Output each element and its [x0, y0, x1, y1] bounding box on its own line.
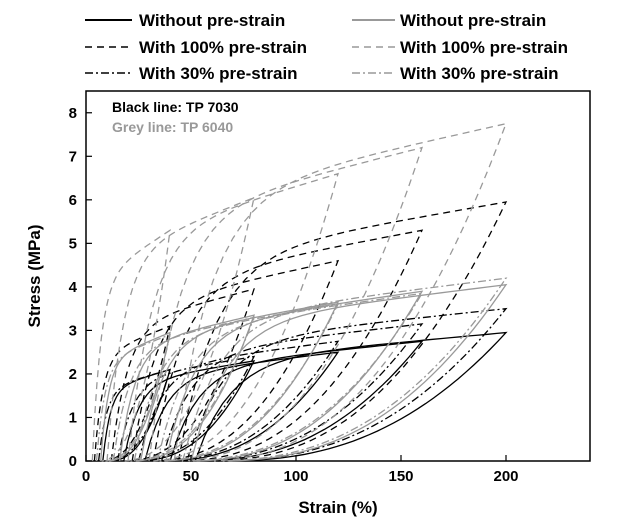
series-3-cycle-4	[160, 323, 424, 462]
series-6-cycle-3	[133, 303, 340, 462]
series-2-cycle-3	[131, 259, 340, 462]
y-tick-label: 3	[69, 322, 77, 339]
series-6-cycle-5	[181, 277, 508, 462]
series-2	[93, 201, 508, 462]
series-2-cycle-5	[177, 201, 508, 462]
x-axis-title: Strain (%)	[298, 498, 377, 517]
series-6-cycle-2	[112, 316, 256, 462]
x-tick-label: 50	[183, 468, 200, 485]
series-5-cycle-4	[148, 146, 424, 462]
series-4-cycle-5	[190, 283, 508, 462]
annotation-grey-line: Grey line: TP 6040	[112, 119, 233, 135]
y-tick-label: 6	[69, 192, 77, 209]
series-5-cycle-1	[91, 228, 171, 462]
y-tick-label: 5	[69, 235, 77, 252]
series-3-cycle-1	[97, 368, 171, 462]
series-3-cycle-2	[116, 355, 256, 462]
legend-label-5: With 30% pre-strain	[139, 64, 298, 83]
y-tick-label: 8	[69, 105, 77, 122]
series-6-cycle-4	[156, 292, 424, 462]
axes-ticks: 0 50 100 150 200 0 1 2 3 4 5 6 7 8	[69, 105, 519, 485]
legend-label-2: Without pre-strain	[400, 11, 546, 30]
series-3-cycle-3	[137, 340, 340, 462]
x-tick-label: 200	[493, 468, 518, 485]
y-tick-label: 7	[69, 148, 77, 165]
series-2-cycle-1	[93, 325, 171, 462]
legend-label-6: With 30% pre-strain	[400, 64, 559, 83]
series-2-cycle-2	[110, 288, 255, 462]
series-6	[95, 277, 508, 462]
y-tick-label: 0	[69, 453, 77, 470]
series-4-cycle-1	[100, 331, 171, 462]
series-1-cycle-3	[144, 351, 340, 462]
legend-label-1: Without pre-strain	[139, 11, 285, 30]
legend-label-3: With 100% pre-strain	[139, 38, 307, 57]
x-tick-label: 0	[82, 468, 90, 485]
series-1-cycle-2	[123, 360, 256, 462]
x-tick-label: 150	[388, 468, 413, 485]
series-3-cycle-5	[186, 307, 508, 462]
y-tick-label: 1	[69, 409, 77, 426]
legend-label-4: With 100% pre-strain	[400, 38, 568, 57]
series-5-cycle-3	[127, 172, 339, 462]
series-2-cycle-4	[152, 229, 424, 462]
series-3	[97, 307, 508, 462]
y-tick-label: 2	[69, 366, 77, 383]
plot-frame	[85, 90, 591, 462]
annotation-black-line: Black line: TP 7030	[112, 99, 239, 115]
series-1	[102, 331, 508, 462]
series-1-cycle-5	[194, 331, 508, 462]
legend: Without pre-strain Without pre-strain Wi…	[85, 11, 568, 83]
series-5-cycle-5	[173, 122, 508, 462]
curves-layer	[91, 122, 508, 462]
series-5-cycle-2	[106, 196, 255, 462]
y-tick-label: 4	[69, 279, 78, 296]
series-5	[91, 122, 508, 462]
y-axis-title: Stress (MPa)	[25, 225, 44, 328]
x-tick-label: 100	[283, 468, 308, 485]
series-6-cycle-1	[95, 333, 171, 462]
